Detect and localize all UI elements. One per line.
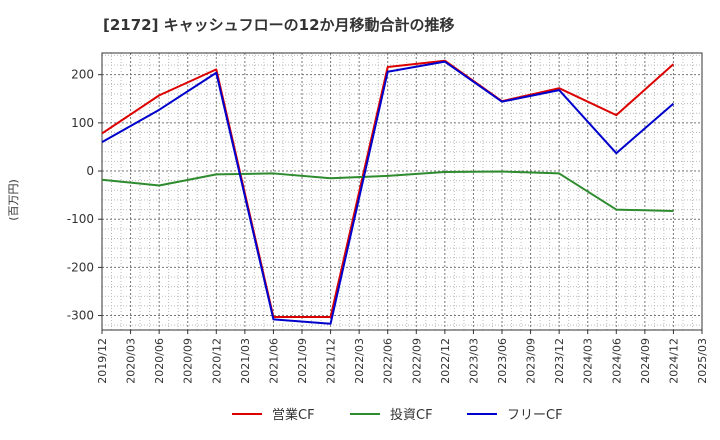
x-tick-label: 2024/06 bbox=[610, 338, 623, 384]
minor-horizontal-gridlines bbox=[102, 54, 702, 326]
x-tick-label: 2021/03 bbox=[239, 338, 252, 384]
x-tick-label: 2023/09 bbox=[525, 338, 538, 384]
x-tick-label: 2020/03 bbox=[125, 338, 138, 384]
x-tick-label: 2025/03 bbox=[696, 338, 709, 384]
x-tick-label: 2022/03 bbox=[353, 338, 366, 384]
x-tick-label: 2020/12 bbox=[210, 338, 223, 384]
y-tick-label: 200 bbox=[71, 68, 94, 82]
x-tick-label: 2023/03 bbox=[467, 338, 480, 384]
y-tick-label: -100 bbox=[67, 212, 94, 226]
y-axis-label: (百万円) bbox=[7, 179, 20, 221]
x-tick-label: 2019/12 bbox=[96, 338, 109, 384]
plot-background bbox=[102, 53, 702, 330]
x-tick-label: 2020/06 bbox=[153, 338, 166, 384]
series-line-1 bbox=[101, 170, 674, 213]
plot-area: 200 100 0 -100 -200 -300 2019/12 2020/03 2020/06… bbox=[67, 52, 709, 384]
series-lines bbox=[101, 59, 675, 325]
series-line-0 bbox=[101, 59, 675, 318]
x-tick-label: 2022/06 bbox=[382, 338, 395, 384]
x-tick-label: 2021/12 bbox=[325, 338, 338, 384]
chart-title: [2172] キャッシュフローの12か月移動合計の推移 bbox=[103, 16, 455, 34]
y-tick-label: -300 bbox=[67, 309, 94, 323]
x-tick-label: 2020/09 bbox=[182, 338, 195, 384]
y-tick-label: 0 bbox=[86, 164, 94, 178]
x-tick-label: 2021/06 bbox=[267, 338, 280, 384]
x-tick-label: 2022/09 bbox=[410, 338, 423, 384]
series-line-2 bbox=[101, 60, 675, 325]
x-tick-label: 2022/12 bbox=[439, 338, 452, 384]
plot-frame bbox=[101, 52, 703, 331]
x-tick-label: 2024/12 bbox=[667, 338, 680, 384]
legend-label-0: 営業CF bbox=[272, 407, 315, 423]
legend-label-1: 投資CF bbox=[390, 407, 433, 423]
x-tick-label: 2021/09 bbox=[296, 338, 309, 384]
major-horizontal-gridlines bbox=[102, 74, 702, 317]
legend: 営業CF 投資CF フリーCF bbox=[232, 407, 563, 423]
minor-vertical-gridlines bbox=[111, 53, 693, 330]
y-tick-label: -200 bbox=[67, 260, 94, 274]
x-tick-label: 2024/03 bbox=[582, 338, 595, 384]
legend-label-2: フリーCF bbox=[507, 408, 563, 423]
y-tick-label: 100 bbox=[71, 116, 94, 130]
y-axis-ticks: 200 100 0 -100 -200 -300 bbox=[67, 68, 102, 323]
x-tick-label: 2023/12 bbox=[553, 338, 566, 384]
x-tick-label: 2023/06 bbox=[496, 338, 509, 384]
x-tick-label: 2024/09 bbox=[639, 338, 652, 384]
x-axis-ticks: 2019/12 2020/03 2020/06 2020/09 2020/12 2021/… bbox=[96, 330, 709, 384]
